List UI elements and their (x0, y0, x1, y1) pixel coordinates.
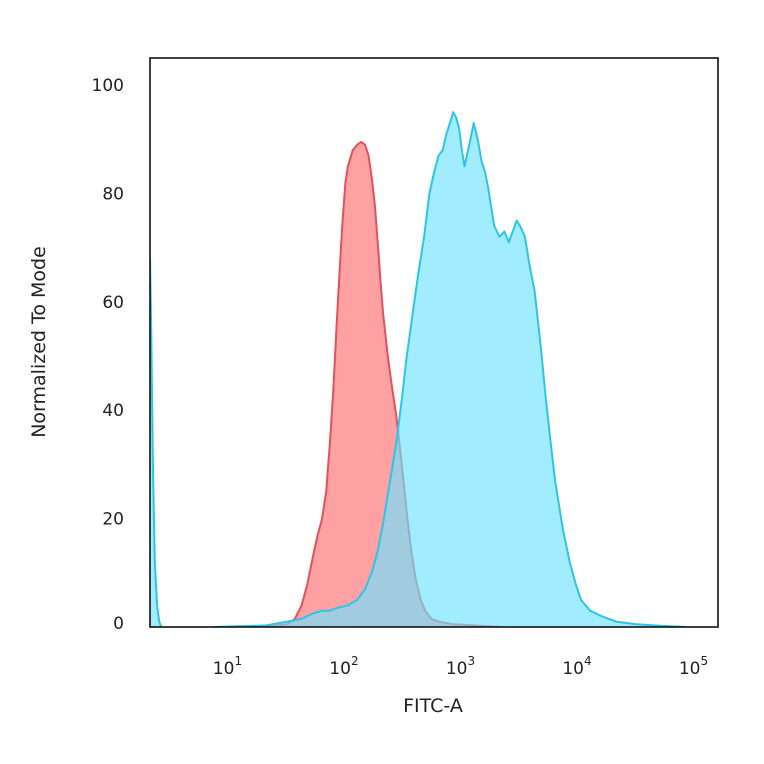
x-tick-label: 101 (213, 654, 242, 679)
series-area-3 (150, 258, 162, 627)
series-line-3 (150, 258, 163, 627)
y-tick-label: 20 (102, 510, 124, 530)
series-line-2 (213, 111, 687, 627)
x-tick-label: 104 (562, 654, 591, 679)
plot-frame (149, 57, 719, 628)
x-axis-ticks: 101 102 103 104 105 (213, 654, 708, 679)
y-axis-title: Normalized To Mode (28, 246, 50, 438)
x-tick-label: 105 (679, 654, 708, 679)
y-tick-label: 60 (102, 293, 124, 313)
series-area-2 (213, 112, 687, 627)
y-tick-label: 0 (113, 614, 124, 634)
y-tick-label: 100 (92, 76, 124, 96)
y-tick-label: 40 (102, 401, 124, 421)
y-axis-ticks: 0 20 40 60 80 100 (92, 76, 124, 634)
series-layer (150, 111, 687, 627)
x-axis-title: FITC-A (403, 695, 463, 717)
x-tick-label: 102 (329, 654, 358, 679)
y-tick-label: 80 (102, 184, 124, 204)
x-tick-label: 103 (446, 654, 475, 679)
